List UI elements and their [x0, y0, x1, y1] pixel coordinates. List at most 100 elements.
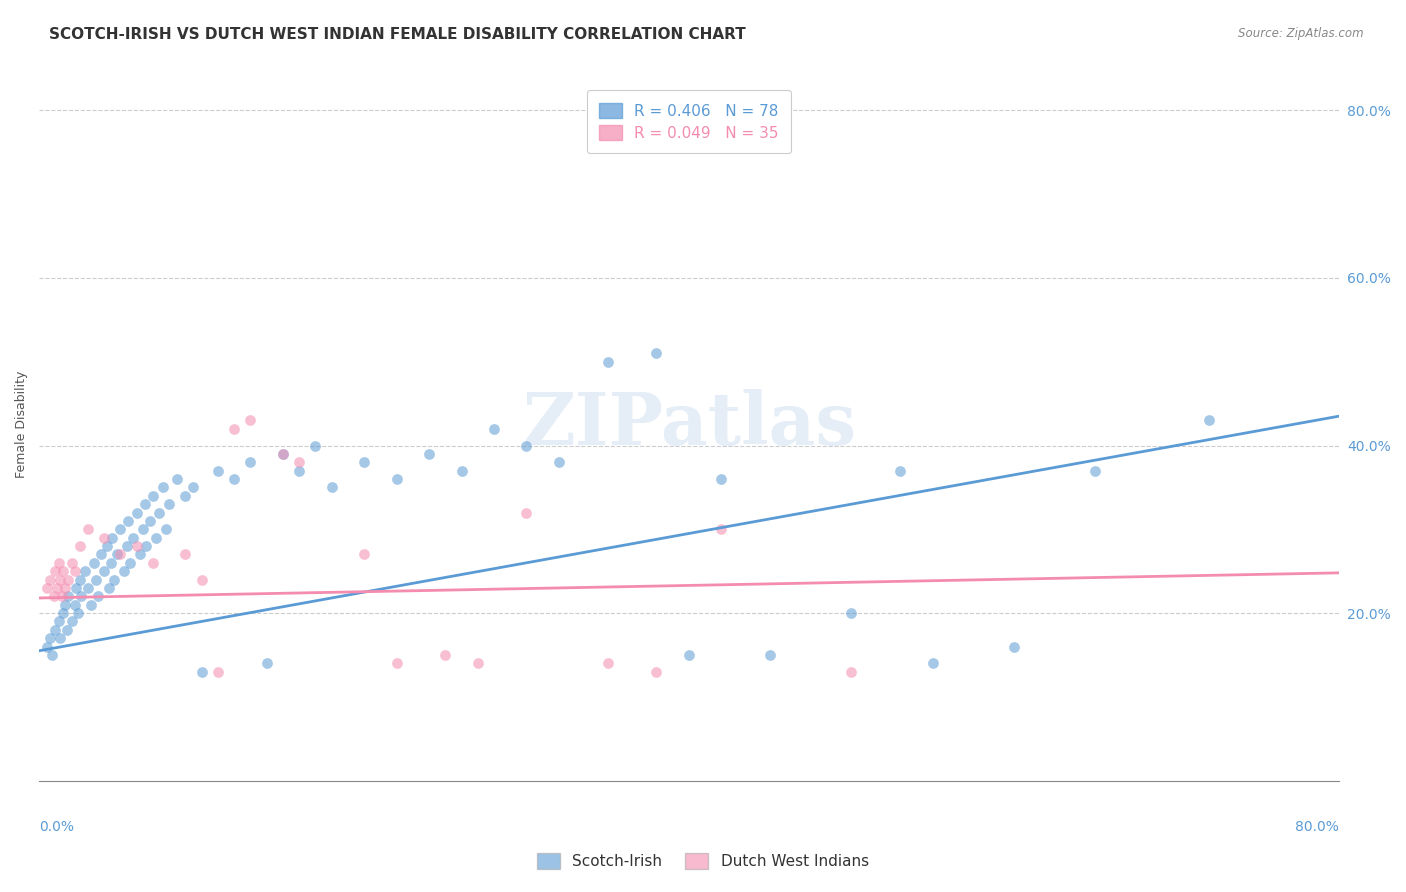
Point	[710, 472, 733, 486]
Point	[190, 573, 212, 587]
Point	[76, 581, 98, 595]
Point	[482, 422, 505, 436]
Point	[304, 438, 326, 452]
Point	[41, 648, 63, 662]
Point	[96, 539, 118, 553]
Point	[58, 573, 80, 587]
Point	[1198, 413, 1220, 427]
Point	[76, 522, 98, 536]
Point	[86, 590, 108, 604]
Point	[73, 564, 96, 578]
Point	[67, 606, 90, 620]
Point	[921, 657, 943, 671]
Point	[53, 598, 76, 612]
Point	[1002, 640, 1025, 654]
Point	[53, 581, 76, 595]
Point	[132, 522, 155, 536]
Point	[39, 631, 62, 645]
Point	[120, 556, 142, 570]
Point	[134, 497, 156, 511]
Point	[1084, 464, 1107, 478]
Point	[288, 464, 311, 478]
Point	[271, 447, 294, 461]
Point	[125, 506, 148, 520]
Point	[321, 480, 343, 494]
Point	[155, 522, 177, 536]
Point	[90, 548, 112, 562]
Legend: R = 0.406   N = 78, R = 0.049   N = 35: R = 0.406 N = 78, R = 0.049 N = 35	[586, 90, 792, 153]
Point	[52, 564, 75, 578]
Point	[84, 573, 107, 587]
Point	[58, 590, 80, 604]
Point	[145, 531, 167, 545]
Point	[353, 455, 375, 469]
Point	[418, 447, 440, 461]
Point	[207, 665, 229, 679]
Point	[385, 472, 408, 486]
Point	[55, 623, 77, 637]
Point	[841, 606, 863, 620]
Point	[37, 581, 59, 595]
Point	[353, 548, 375, 562]
Point	[288, 455, 311, 469]
Point	[48, 615, 70, 629]
Point	[207, 464, 229, 478]
Point	[434, 648, 457, 662]
Point	[110, 522, 132, 536]
Point	[222, 422, 245, 436]
Point	[60, 615, 83, 629]
Point	[83, 556, 105, 570]
Point	[239, 455, 262, 469]
Point	[52, 606, 75, 620]
Point	[138, 514, 160, 528]
Point	[80, 598, 103, 612]
Point	[44, 623, 66, 637]
Point	[157, 497, 180, 511]
Point	[93, 531, 115, 545]
Point	[174, 548, 197, 562]
Point	[69, 539, 91, 553]
Point	[450, 464, 472, 478]
Point	[710, 522, 733, 536]
Point	[110, 548, 132, 562]
Point	[166, 472, 188, 486]
Text: SCOTCH-IRISH VS DUTCH WEST INDIAN FEMALE DISABILITY CORRELATION CHART: SCOTCH-IRISH VS DUTCH WEST INDIAN FEMALE…	[49, 27, 747, 42]
Point	[678, 648, 700, 662]
Point	[271, 447, 294, 461]
Text: Source: ZipAtlas.com: Source: ZipAtlas.com	[1239, 27, 1364, 40]
Point	[142, 556, 165, 570]
Point	[117, 514, 139, 528]
Point	[115, 539, 138, 553]
Text: 0.0%: 0.0%	[39, 820, 75, 834]
Point	[190, 665, 212, 679]
Point	[152, 480, 174, 494]
Point	[98, 581, 121, 595]
Point	[142, 489, 165, 503]
Point	[125, 539, 148, 553]
Point	[135, 539, 157, 553]
Point	[183, 480, 205, 494]
Point	[645, 665, 668, 679]
Point	[239, 413, 262, 427]
Point	[48, 556, 70, 570]
Point	[467, 657, 489, 671]
Point	[51, 590, 73, 604]
Point	[60, 556, 83, 570]
Point	[93, 564, 115, 578]
Point	[889, 464, 911, 478]
Point	[42, 590, 65, 604]
Point	[222, 472, 245, 486]
Point	[385, 657, 408, 671]
Point	[46, 581, 69, 595]
Point	[122, 531, 145, 545]
Point	[841, 665, 863, 679]
Point	[174, 489, 197, 503]
Point	[515, 506, 537, 520]
Point	[49, 573, 72, 587]
Point	[596, 355, 619, 369]
Point	[101, 531, 124, 545]
Point	[70, 590, 93, 604]
Point	[39, 573, 62, 587]
Point	[69, 573, 91, 587]
Point	[103, 573, 125, 587]
